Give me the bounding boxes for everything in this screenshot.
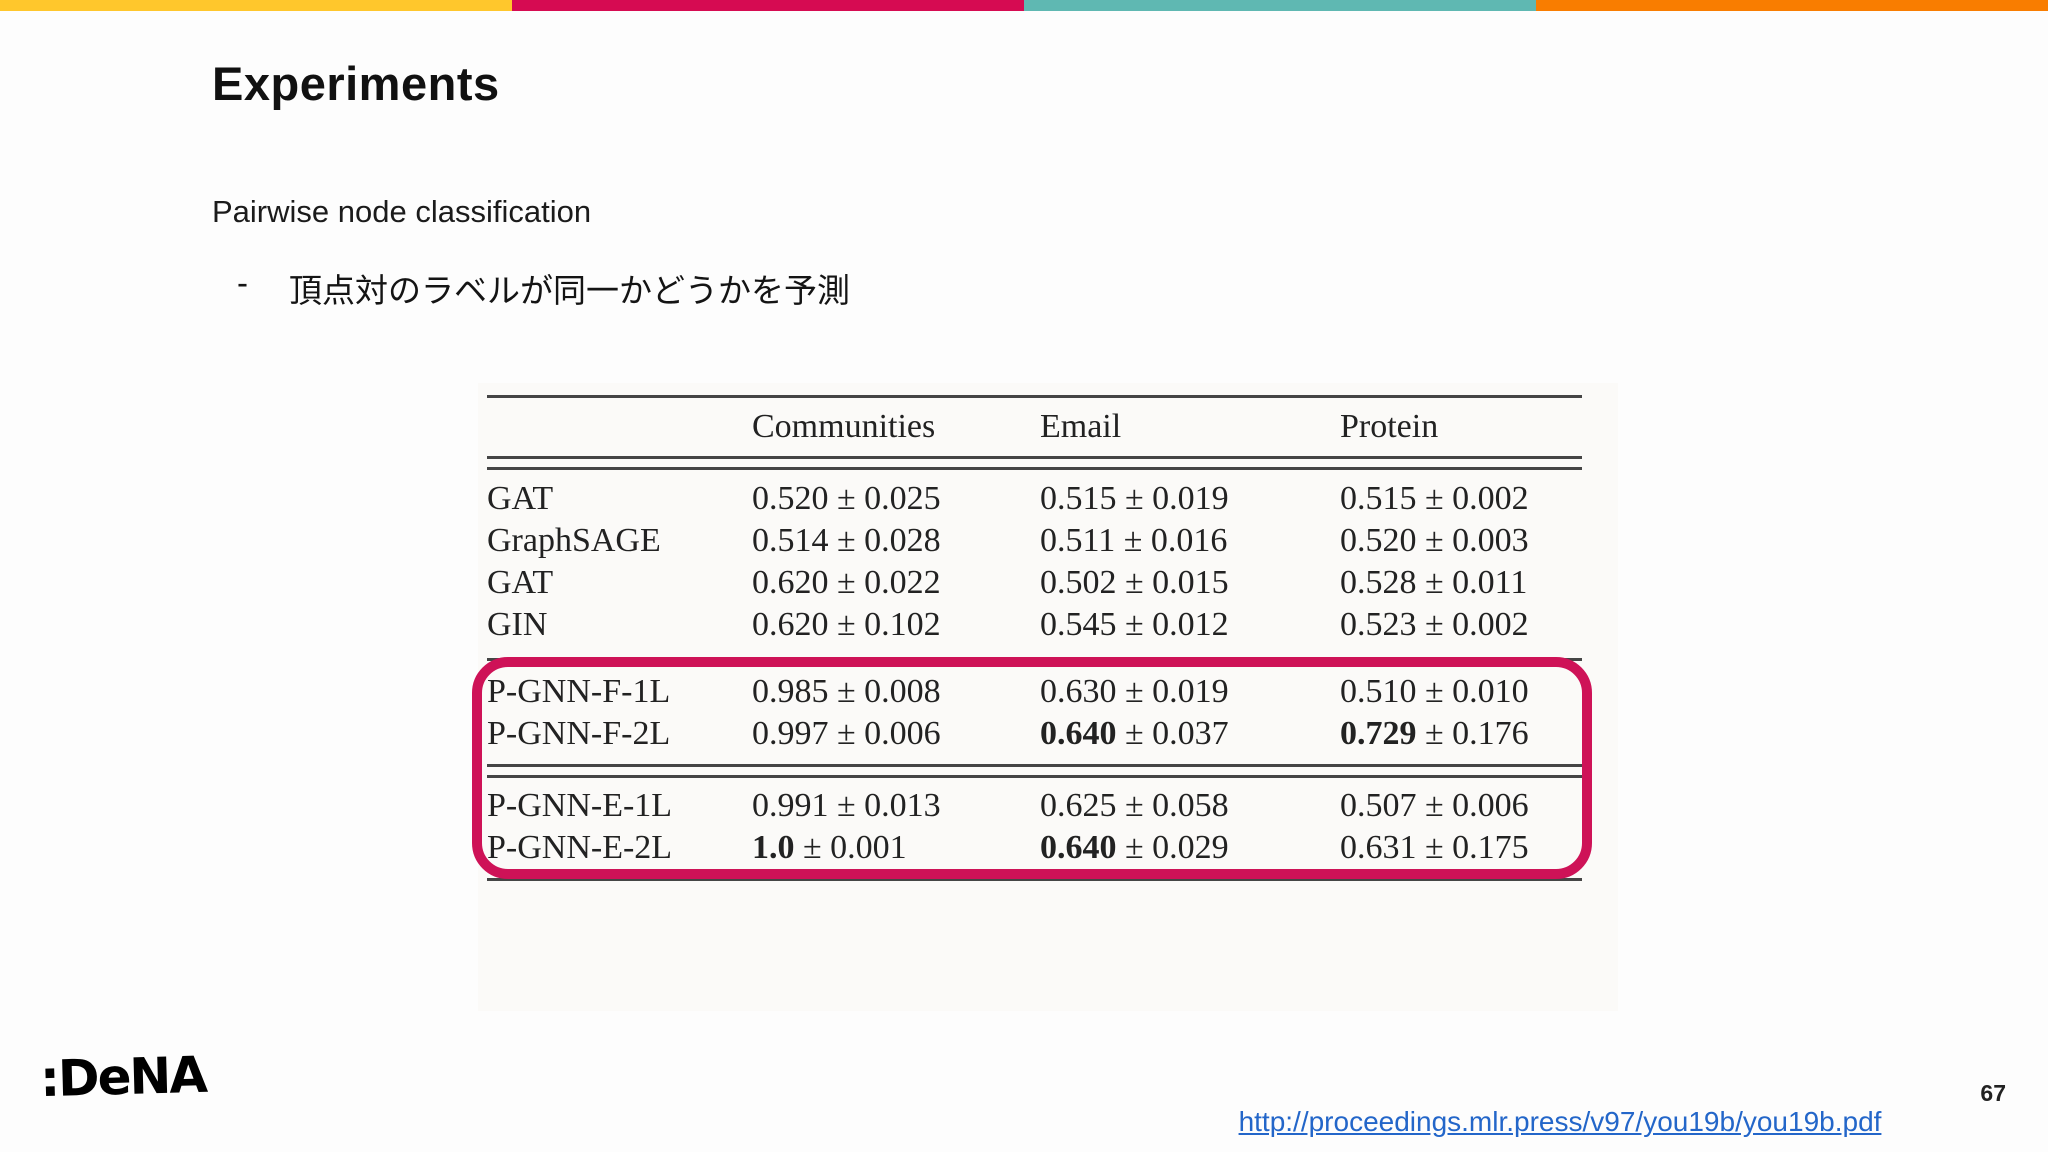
row-label: GAT — [487, 480, 554, 517]
table-cell: 0.997 ± 0.006 — [752, 715, 941, 752]
bullet-text: 頂点対のラベルが同一かどうかを予測 — [289, 272, 850, 309]
row-label: P-GNN-E-1L — [487, 787, 673, 824]
table-rule-pgnn — [487, 764, 1582, 778]
table-cell: 0.985 ± 0.008 — [752, 673, 941, 710]
top-bar-segment-orange — [1536, 0, 2048, 11]
table-row: P-GNN-F-2L 0.997 ± 0.006 0.640 ± 0.037 0.72… — [487, 713, 1582, 755]
row-label: GIN — [487, 606, 548, 643]
row-label: P-GNN-F-2L — [487, 715, 671, 752]
table-row: GIN 0.620 ± 0.102 0.545 ± 0.012 0.523 ± 0.0… — [487, 604, 1582, 646]
table-cell: 0.545 ± 0.012 — [1040, 606, 1229, 643]
top-bar-segment-yellow — [0, 0, 512, 11]
table-cell: 0.729 ± 0.176 — [1340, 715, 1529, 752]
table-cell: 0.514 ± 0.028 — [752, 522, 941, 559]
source-link[interactable]: http://proceedings.mlr.press/v97/you19b/… — [1238, 1106, 1882, 1137]
table-row: GAT 0.620 ± 0.022 0.502 ± 0.015 0.528 ± 0.0… — [487, 562, 1582, 604]
results-table: Communities Email Protein GAT 0.520 ± 0.0… — [487, 395, 1582, 881]
table-cell: 0.630 ± 0.019 — [1040, 673, 1229, 710]
page-number: 67 — [1980, 1080, 2006, 1106]
table-rule-header — [487, 456, 1582, 470]
table-cell: 0.631 ± 0.175 — [1340, 829, 1529, 866]
table-cell: 0.510 ± 0.010 — [1340, 673, 1529, 710]
table-header-email: Email — [1040, 408, 1122, 445]
row-label: P-GNN-E-2L — [487, 829, 673, 866]
table-cell: 0.640 ± 0.037 — [1040, 715, 1229, 752]
table-header-protein: Protein — [1340, 408, 1439, 445]
table-group-baselines: GAT 0.520 ± 0.025 0.515 ± 0.019 0.515 ± 0.0… — [487, 470, 1582, 646]
row-label: GraphSAGE — [487, 522, 661, 559]
table-row: P-GNN-E-2L 1.0 ± 0.001 0.640 ± 0.029 0.631 … — [487, 827, 1582, 869]
table-cell: 0.507 ± 0.006 — [1340, 787, 1529, 824]
table-cell: 0.502 ± 0.015 — [1040, 564, 1229, 601]
dena-logo: :DeNA — [39, 1045, 207, 1109]
table-cell: 0.991 ± 0.013 — [752, 787, 941, 824]
table-header-communities: Communities — [752, 408, 936, 445]
table-cell: 0.620 ± 0.022 — [752, 564, 941, 601]
top-color-bar — [0, 0, 2048, 11]
source-link-container: http://proceedings.mlr.press/v97/you19b/… — [1060, 1106, 2048, 1138]
table-cell: 0.620 ± 0.102 — [752, 606, 941, 643]
table-row: GAT 0.520 ± 0.025 0.515 ± 0.019 0.515 ± 0.0… — [487, 478, 1582, 520]
table-row: P-GNN-E-1L 0.991 ± 0.013 0.625 ± 0.058 0.50… — [487, 785, 1582, 827]
table-cell: 0.640 ± 0.029 — [1040, 829, 1229, 866]
bullet-marker: - — [237, 264, 248, 301]
bullet-line: - 頂点対のラベルが同一かどうかを予測 — [237, 264, 850, 312]
table-cell: 0.528 ± 0.011 — [1340, 564, 1528, 601]
table-cell: 0.515 ± 0.002 — [1340, 480, 1529, 517]
table-header-row: Communities Email Protein — [487, 398, 1582, 456]
table-rule-bottom — [487, 878, 1582, 881]
table-cell: 0.515 ± 0.019 — [1040, 480, 1229, 517]
slide-subtitle: Pairwise node classification — [212, 194, 592, 229]
page-title: Experiments — [212, 57, 500, 110]
table-cell: 0.511 ± 0.016 — [1040, 522, 1228, 559]
paper-table-background — [478, 383, 1618, 1011]
table-group-pgnn-e: P-GNN-E-1L 0.991 ± 0.013 0.625 ± 0.058 0.50… — [487, 778, 1582, 869]
row-label: P-GNN-F-1L — [487, 673, 671, 710]
table-cell: 0.625 ± 0.058 — [1040, 787, 1229, 824]
top-bar-segment-pink — [512, 0, 1024, 11]
table-group-pgnn-f: P-GNN-F-1L 0.985 ± 0.008 0.630 ± 0.019 0.51… — [487, 661, 1582, 755]
top-bar-segment-teal — [1024, 0, 1536, 11]
table-cell: 0.520 ± 0.025 — [752, 480, 941, 517]
table-cell: 0.523 ± 0.002 — [1340, 606, 1529, 643]
table-row: GraphSAGE 0.514 ± 0.028 0.511 ± 0.016 0.520… — [487, 520, 1582, 562]
table-cell: 0.520 ± 0.003 — [1340, 522, 1529, 559]
row-label: GAT — [487, 564, 554, 601]
table-row: P-GNN-F-1L 0.985 ± 0.008 0.630 ± 0.019 0.51… — [487, 671, 1582, 713]
table-rule-top — [487, 395, 1582, 398]
highlight-box — [472, 657, 1592, 879]
table-cell: 1.0 ± 0.001 — [752, 829, 907, 866]
